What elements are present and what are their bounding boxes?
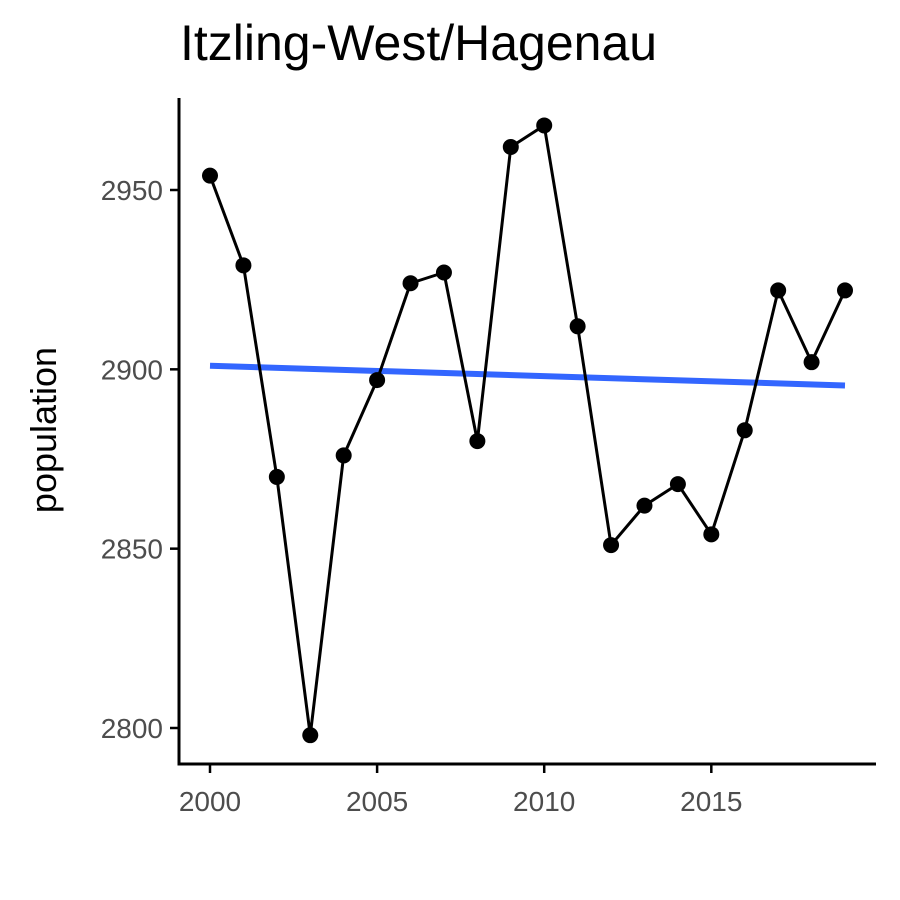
- y-tick-label: 2850: [101, 534, 163, 565]
- data-point: [837, 282, 853, 299]
- x-tick-label: 2000: [179, 786, 241, 817]
- series-line: [208, 123, 847, 737]
- data-point: [268, 468, 285, 485]
- y-tick-label: 2950: [101, 175, 163, 206]
- series-group: [202, 117, 853, 744]
- data-point: [603, 537, 620, 554]
- y-axis-ticks: 2800 2850 2900 2950: [101, 175, 179, 744]
- y-tick-label: 2900: [101, 354, 163, 385]
- data-point: [736, 422, 753, 439]
- data-point: [435, 264, 452, 281]
- data-point: [335, 447, 352, 464]
- y-axis-label: population: [23, 347, 64, 513]
- data-point: [235, 257, 252, 274]
- data-point: [402, 275, 419, 292]
- axes: [177, 98, 876, 766]
- x-tick-label: 2005: [346, 786, 408, 817]
- trend-line-group: [209, 362, 846, 389]
- data-point: [636, 497, 653, 514]
- data-point: [469, 433, 486, 450]
- data-point: [536, 117, 553, 134]
- data-point: [703, 526, 720, 543]
- chart-title: Itzling-West/Hagenau: [180, 15, 658, 71]
- data-point: [770, 282, 787, 299]
- data-point: [502, 138, 519, 155]
- x-axis-ticks: 2000 2005 2010 2015: [179, 764, 742, 817]
- data-point: [369, 372, 386, 389]
- data-point: [302, 727, 319, 744]
- data-point: [202, 167, 218, 184]
- y-tick-label: 2800: [101, 713, 163, 744]
- data-point: [669, 476, 686, 493]
- data-point: [803, 354, 820, 371]
- x-tick-label: 2015: [680, 786, 742, 817]
- x-tick-label: 2010: [513, 786, 575, 817]
- trend-line: [209, 362, 846, 389]
- data-point: [569, 318, 586, 335]
